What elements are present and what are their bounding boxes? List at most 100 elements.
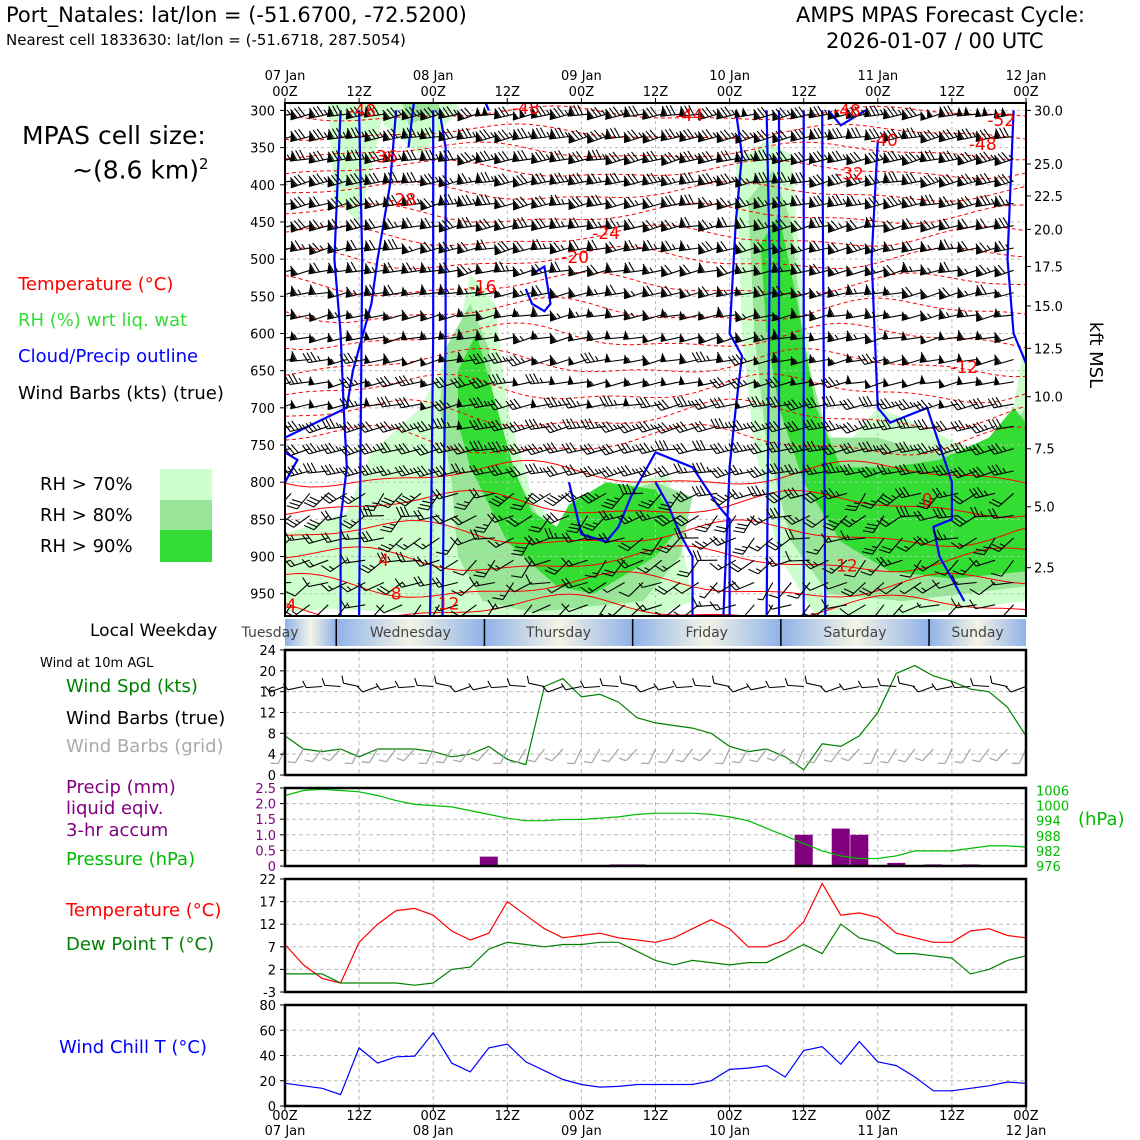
wind-barb <box>845 265 866 277</box>
wind-barb <box>821 462 847 474</box>
wind-barb <box>692 550 718 562</box>
wind-barb <box>493 150 514 165</box>
wind-barb <box>635 602 662 612</box>
wind-barb <box>511 559 533 578</box>
wind-barb <box>450 376 477 389</box>
wind-barb <box>340 515 366 529</box>
wind-barb <box>691 485 718 497</box>
wind-barb <box>549 241 570 255</box>
wind-barb <box>326 105 347 118</box>
wind-barb <box>494 196 514 210</box>
wind-barb <box>616 558 644 569</box>
wind-barb-grid <box>361 748 379 764</box>
wind-barb <box>511 537 533 556</box>
wind-barb <box>692 439 718 452</box>
wind-barb <box>808 150 829 165</box>
wind-barb <box>938 398 959 409</box>
wind-barb <box>326 262 347 274</box>
wind-barb <box>289 196 310 211</box>
cloud-outline <box>567 451 731 616</box>
wind-barb <box>654 514 681 527</box>
wind-barb <box>827 194 847 208</box>
wind-barb <box>784 528 810 540</box>
wind-barb <box>524 443 551 456</box>
rh90-label: RH > 90% <box>40 536 133 557</box>
wind-barb <box>747 537 774 552</box>
wind-barb <box>901 152 922 167</box>
wind-barb <box>320 463 347 476</box>
wind-barb <box>604 284 625 297</box>
wind-barb <box>672 490 699 503</box>
wind-barb <box>678 375 699 386</box>
wind-barb <box>697 128 718 143</box>
wind-barb <box>975 310 996 322</box>
wind-barb <box>431 488 459 500</box>
time-tick-label: 10 Jan <box>709 1124 750 1139</box>
wind-barbs-grid-label: Wind Barbs (grid) <box>66 736 224 757</box>
weekday-segment <box>336 619 485 646</box>
wind-barb <box>494 288 514 299</box>
wind-barb <box>808 240 829 253</box>
wind-barb <box>530 238 551 251</box>
wind-barb <box>934 559 959 576</box>
wind-barb <box>400 194 421 207</box>
wind-barb <box>568 151 588 165</box>
wind-barb <box>475 150 496 164</box>
wind-barb-grid <box>863 748 879 765</box>
wind-barb <box>993 307 1014 318</box>
wind-barb <box>638 581 662 589</box>
wind-barb-true <box>784 678 804 688</box>
wind-barb <box>419 107 440 121</box>
wind-barb <box>827 150 848 164</box>
wind-barb <box>901 378 922 389</box>
y-tick-label: 1.0 <box>255 829 276 844</box>
wind-barb <box>302 351 329 364</box>
wind-barb <box>783 399 811 411</box>
wind-barb <box>289 330 310 341</box>
windchill-line <box>284 1031 1027 1096</box>
wind-barb <box>394 464 422 477</box>
wind-barb <box>642 285 662 298</box>
wind-barb <box>827 127 847 141</box>
wind-barb <box>549 217 570 230</box>
wind-barb-true <box>449 685 471 693</box>
wind-barb-true <box>931 683 953 691</box>
wind-barb-grid <box>322 748 342 762</box>
wind-barb <box>860 559 885 576</box>
wind-barb <box>586 106 607 121</box>
time-tick-label: 00Z <box>1013 85 1039 100</box>
wind-barb-grid <box>937 748 953 765</box>
wind-barb <box>938 150 959 164</box>
wind-barb <box>975 194 996 208</box>
precip-bar <box>831 828 850 866</box>
wind-barb <box>549 287 570 300</box>
wind-barb <box>747 396 773 408</box>
wind-barb <box>864 174 885 187</box>
wind-barb <box>845 219 866 233</box>
wind-barb <box>802 464 829 476</box>
wind-barb <box>623 129 644 144</box>
wind-barb <box>845 309 866 320</box>
wind-barb <box>586 194 607 208</box>
wind-barb <box>753 264 773 277</box>
wind-barb <box>734 217 755 230</box>
temperature-contour-label: -12 <box>950 358 978 378</box>
wind-barb <box>771 171 792 184</box>
wind-barb <box>419 262 440 274</box>
wind-barb <box>734 399 755 410</box>
wind-barb <box>957 287 977 299</box>
wind-barb <box>802 440 829 452</box>
wind-barb <box>882 106 903 120</box>
wind-barb <box>456 127 477 140</box>
wind-barb <box>697 219 718 232</box>
wind-barb <box>660 152 681 167</box>
wind-barb <box>549 127 570 140</box>
wind-barb <box>845 195 866 208</box>
wind-barb-grid <box>766 748 786 762</box>
wind-barb <box>802 419 829 431</box>
wind-barb <box>975 356 996 367</box>
wind-barb <box>431 399 459 412</box>
wind-barb-grid <box>915 748 934 762</box>
wind-barb <box>901 354 922 366</box>
